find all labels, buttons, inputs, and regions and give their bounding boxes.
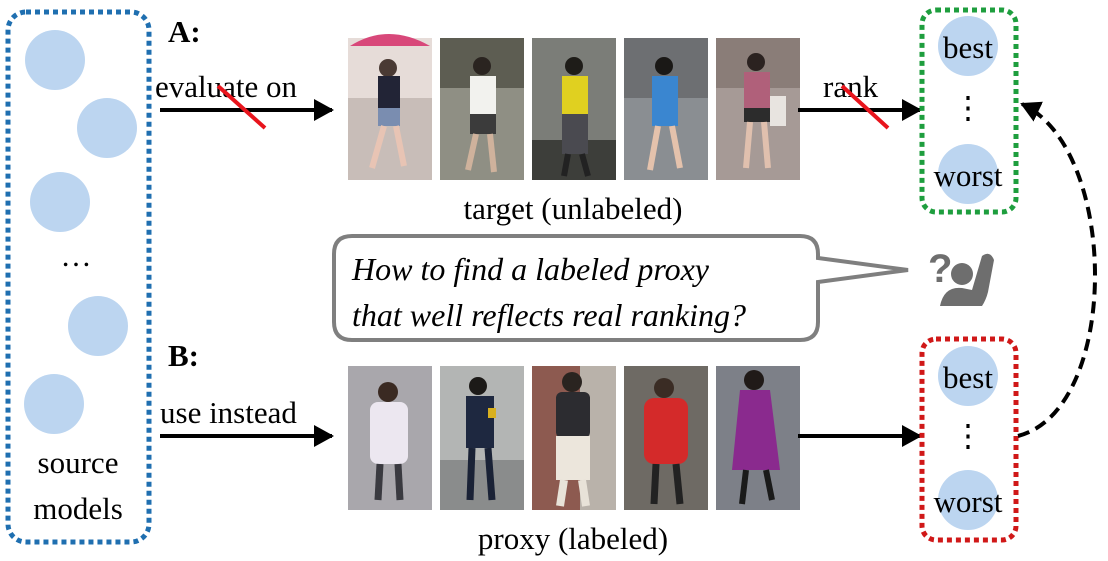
proxy-image-5 — [716, 366, 800, 510]
target-caption: target (unlabeled) — [464, 191, 683, 226]
row-a-marker: A: — [168, 14, 201, 49]
target-image-5 — [716, 38, 800, 180]
speech-line1: How to find a labeled proxy — [351, 251, 710, 287]
speech-line2: that well reflects real ranking? — [352, 297, 746, 333]
source-model-circle — [24, 374, 84, 434]
proxy-image-4 — [624, 366, 708, 510]
correlation-dashed-arrow — [1017, 101, 1097, 438]
target-image-2 — [440, 38, 524, 180]
ranking-top-worst: worst — [934, 158, 1003, 193]
ranking-bottom-best: best — [943, 360, 993, 395]
ranking-top: best ⋮ worst — [919, 7, 1019, 215]
question-person-icon: ? — [928, 247, 994, 306]
strike-rank — [840, 84, 890, 130]
target-image-3 — [532, 38, 616, 180]
ranking-top-best: best — [943, 30, 993, 65]
source-model-circle — [30, 172, 90, 232]
source-model-circle — [68, 296, 128, 356]
source-models-panel: … source models — [5, 9, 152, 545]
use-instead-label: use instead — [160, 395, 297, 430]
ranking-bottom-dots: ⋮ — [953, 418, 984, 453]
speech-bubble: How to find a labeled proxy that well re… — [332, 234, 909, 342]
proxy-caption: proxy (labeled) — [478, 521, 668, 556]
source-label-line1: source — [38, 445, 119, 480]
row-b-marker: B: — [168, 338, 199, 373]
target-image-4 — [624, 38, 708, 180]
strike-evaluate — [216, 84, 267, 130]
target-image-1 — [348, 34, 432, 180]
proxy-image-3 — [532, 366, 616, 510]
row-b: B: use instead — [160, 338, 922, 556]
source-model-circle — [25, 30, 85, 90]
source-ellipsis: … — [61, 238, 92, 273]
row-a: A: evaluate on — [155, 14, 922, 226]
evaluate-on-label: evaluate on — [155, 69, 298, 104]
source-model-circle — [77, 98, 137, 158]
question-mark: ? — [928, 247, 952, 291]
proxy-image-2 — [440, 366, 524, 510]
source-label-line2: models — [33, 491, 123, 526]
rank-label: rank — [823, 69, 879, 104]
ranking-top-dots: ⋮ — [953, 90, 984, 125]
ranking-bottom-worst: worst — [934, 484, 1003, 519]
proxy-image-1 — [348, 366, 432, 510]
ranking-bottom: best ⋮ worst — [919, 336, 1019, 543]
